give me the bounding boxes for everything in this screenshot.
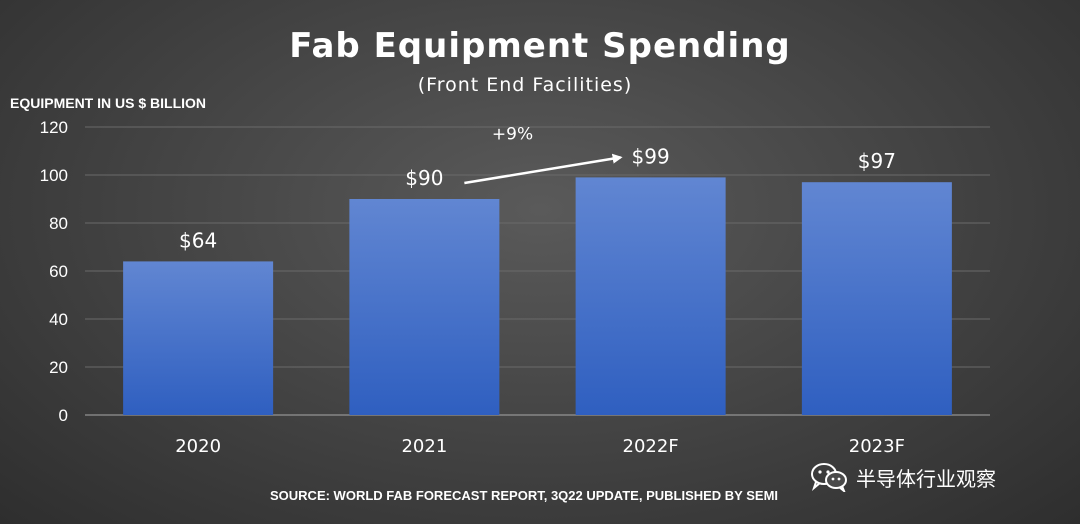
chart-subtitle: (Front End Facilities): [417, 74, 633, 96]
data-label: $99: [632, 144, 670, 168]
bar: [801, 182, 952, 415]
bar: [575, 177, 726, 415]
data-label: $90: [405, 166, 443, 190]
y-tick-label: 60: [49, 262, 68, 281]
chart-title: Fab Equipment Spending: [289, 26, 791, 66]
bar: [349, 199, 500, 415]
bar: [123, 261, 274, 415]
data-label: $97: [858, 149, 896, 173]
y-axis-label: EQUIPMENT IN US $ BILLION: [10, 95, 207, 111]
y-tick-label: 120: [40, 118, 68, 137]
y-tick-label: 100: [40, 166, 68, 185]
wechat-icon: [811, 463, 847, 492]
x-tick-label: 2022F: [623, 436, 679, 457]
x-tick-label: 2023F: [849, 436, 905, 457]
x-tick-label: 2020: [175, 436, 221, 457]
bars: [123, 177, 952, 415]
y-tick-label: 20: [49, 358, 68, 377]
watermark-text: 半导体行业观察: [856, 466, 996, 491]
watermark: 半导体行业观察: [810, 462, 996, 492]
x-tick-label: 2021: [401, 436, 447, 457]
growth-arrow: [464, 153, 623, 185]
y-tick-label: 80: [49, 214, 68, 233]
growth-annotation: +9%: [492, 124, 533, 144]
source-note: SOURCE: WORLD FAB FORECAST REPORT, 3Q22 …: [270, 488, 779, 503]
y-tick-label: 0: [59, 406, 68, 425]
y-tick-label: 40: [49, 310, 68, 329]
data-label: $64: [179, 228, 217, 252]
labels: 0 20 40 60 80 100 120 $64 2020 $90 2021 $99 2022F $97…: [40, 118, 905, 457]
